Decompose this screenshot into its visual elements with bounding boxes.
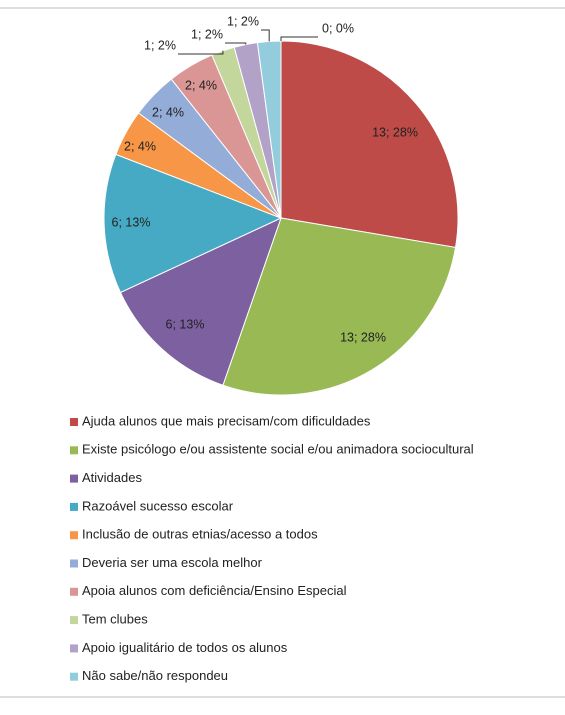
legend-swatch [70, 502, 78, 511]
legend-swatch [70, 446, 78, 455]
legend-swatch [70, 672, 78, 681]
leader-line [225, 42, 247, 45]
data-label: 1; 2% [191, 27, 223, 41]
data-label: 2; 4% [185, 78, 217, 92]
data-labels: 13; 28%13; 28%6; 13%6; 13%2; 4%2; 4%2; 4… [112, 14, 418, 344]
data-label: 2; 4% [152, 105, 184, 119]
data-label: 0; 0% [322, 21, 354, 35]
legend-swatch [70, 616, 78, 625]
legend-swatch [70, 531, 78, 540]
legend-swatch [70, 418, 78, 426]
pie-slice [103, 153, 283, 294]
legend-swatch [70, 644, 78, 653]
legend-label: Apoia alunos com deficiência/Ensino Espe… [82, 583, 347, 598]
leader-line [280, 36, 318, 41]
legend-label: Inclusão de outras etnias/acesso a todos [82, 527, 318, 542]
legend-label: Ajuda alunos que mais precisam/com dific… [82, 413, 371, 428]
legend-swatch [70, 559, 78, 568]
legend-label: Razoável sucesso escolar [82, 498, 234, 513]
pie-slice [119, 217, 282, 386]
data-label: 2; 4% [124, 139, 156, 153]
data-label: 1; 2% [227, 14, 259, 28]
legend-swatch [70, 587, 78, 596]
legend-swatch [70, 474, 78, 483]
legend-label: Deveria ser uma escola melhor [82, 555, 263, 570]
data-label: 13; 28% [372, 125, 418, 139]
legend-label: Não sabe/não respondeu [82, 668, 228, 683]
legend-label: Apoio igualitário de todos os alunos [82, 640, 288, 655]
legend-label: Tem clubes [82, 612, 148, 627]
data-label: 6; 13% [112, 215, 151, 229]
data-label: 1; 2% [144, 38, 176, 52]
legend-label: Existe psicólogo e/ou assistente social … [82, 442, 474, 457]
data-label: 13; 28% [340, 330, 386, 344]
pie-slice [222, 217, 457, 396]
legend-label: Atividades [82, 470, 142, 485]
data-label: 6; 13% [166, 317, 205, 331]
legend: Ajuda alunos que mais precisam/com dific… [70, 413, 474, 683]
pie [103, 40, 459, 396]
leader-line [261, 29, 270, 42]
leader-line [178, 50, 224, 55]
pie-slice [280, 40, 459, 249]
